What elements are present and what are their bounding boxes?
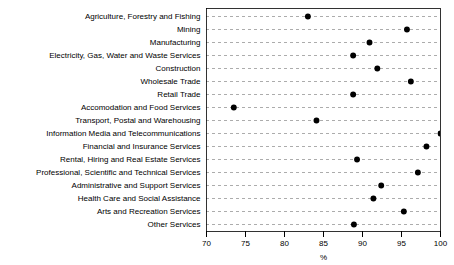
svg-text:Electricity, Gas, Water and Wa: Electricity, Gas, Water and Waste Servic… — [49, 51, 200, 60]
svg-text:100: 100 — [434, 239, 448, 248]
svg-text:70: 70 — [202, 239, 211, 248]
svg-text:Administrative and Support Ser: Administrative and Support Services — [72, 181, 201, 190]
svg-text:Rental, Hiring and Real Estate: Rental, Hiring and Real Estate Services — [60, 155, 201, 164]
svg-text:Mining: Mining — [177, 25, 201, 34]
svg-text:Construction: Construction — [156, 64, 201, 73]
svg-text:Health Care and Social Assista: Health Care and Social Assistance — [78, 194, 201, 203]
svg-text:Wholesale Trade: Wholesale Trade — [140, 77, 201, 86]
svg-text:Arts and Recreation Services: Arts and Recreation Services — [97, 207, 201, 216]
svg-text:Other Services: Other Services — [148, 220, 201, 229]
svg-text:Agriculture, Forestry and Fish: Agriculture, Forestry and Fishing — [85, 12, 201, 21]
svg-text:75: 75 — [241, 239, 250, 248]
svg-text:Information Media and Telecomm: Information Media and Telecommunications — [46, 129, 200, 138]
svg-text:95: 95 — [397, 239, 406, 248]
svg-text:Financial and Insurance Servic: Financial and Insurance Services — [83, 142, 201, 151]
svg-text:90: 90 — [358, 239, 367, 248]
svg-text:Professional, Scientific and T: Professional, Scientific and Technical S… — [36, 168, 200, 177]
svg-text:%: % — [320, 253, 327, 262]
svg-text:Retail Trade: Retail Trade — [157, 90, 201, 99]
svg-text:Transport, Postal and Warehous: Transport, Postal and Warehousing — [75, 116, 200, 125]
svg-text:85: 85 — [319, 239, 328, 248]
svg-text:Manufacturing: Manufacturing — [150, 38, 201, 47]
svg-text:Accomodation and Food Services: Accomodation and Food Services — [81, 103, 201, 112]
svg-text:80: 80 — [280, 239, 289, 248]
